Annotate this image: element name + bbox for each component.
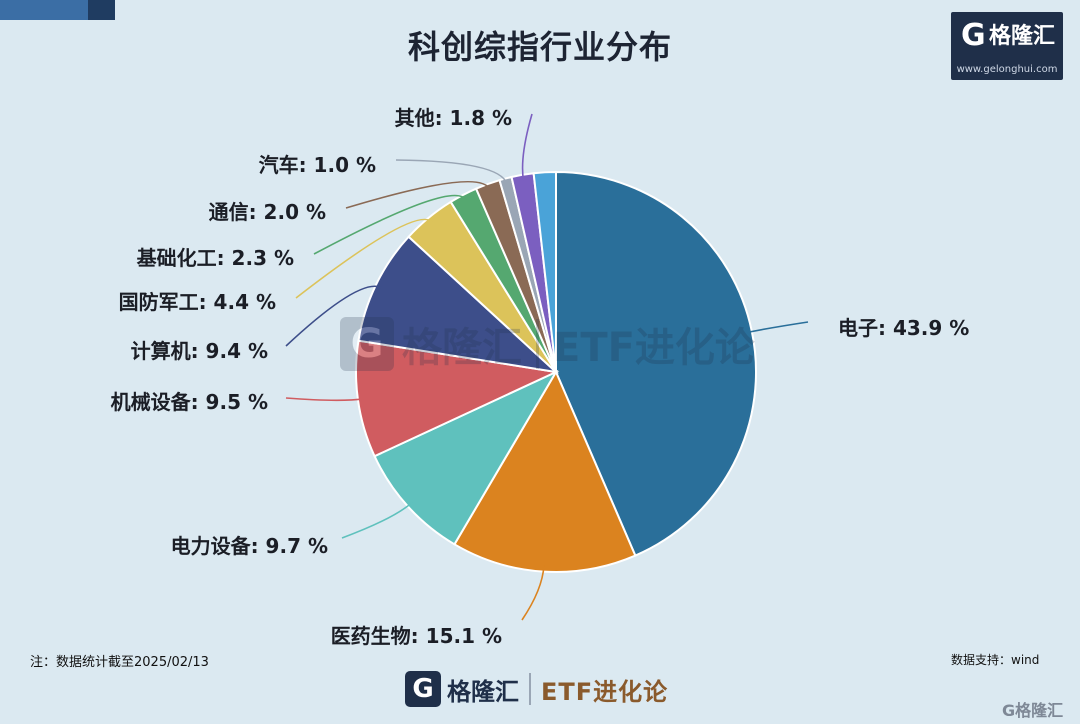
slice-label: 电子: 43.9 % [838,316,969,340]
pie-slices [355,170,757,573]
footer-divider [529,673,531,705]
slice-label: 机械设备: 9.5 % [111,390,268,414]
leader-line [521,113,533,181]
slice-label: 国防军工: 4.4 % [119,290,276,314]
footer-brand-name: 格隆汇 [447,677,519,706]
corner-accent [0,0,115,20]
leader-line [745,321,809,334]
slice-label: 计算机: 9.4 % [131,339,268,363]
leader-line [285,397,364,402]
pie-slice [357,235,560,374]
slice-label: 通信: 2.0 % [209,200,326,224]
brand-name: 格隆汇 [989,24,1056,49]
slice-label: 电力设备: 9.7 % [171,534,328,558]
chart-title: 科创综指行业分布 [407,28,672,66]
data-source: 数据支持：wind [951,653,1040,667]
brand-logo-icon: G [961,18,986,53]
brand-url: www.gelonghui.com [956,64,1058,75]
footer-logo-icon: G [405,671,441,707]
pie-labels: 电子: 43.9 % 医药生物: 15.1 % 电力设备: 9.7 % 机械设备: 9… [111,106,970,648]
slice-label: 其他: 1.8 % [395,106,512,130]
leader-line [285,285,382,347]
leader-line [345,180,491,209]
leader-line [295,218,433,299]
leader-line [395,159,508,185]
footer-tagline: ETF进化论 [541,677,669,706]
leader-line [341,501,413,539]
slice-label: 医药生物: 15.1 % [331,624,502,648]
leader-line [521,565,545,621]
slice-label: 基础化工: 2.3 % [137,246,294,270]
corner-watermark-logo: G格隆汇 [1002,701,1064,720]
pie-slice [532,170,557,373]
pie-leader-lines [285,113,809,621]
footer-brand: G 格隆汇 ETF进化论 [405,668,668,710]
data-date-note: 注：数据统计截至2025/02/13 [30,655,209,670]
brand-logo-box: G 格隆汇 www.gelonghui.com [951,12,1063,80]
slice-label: 汽车: 1.0 % [259,153,376,177]
leader-line [313,194,467,255]
